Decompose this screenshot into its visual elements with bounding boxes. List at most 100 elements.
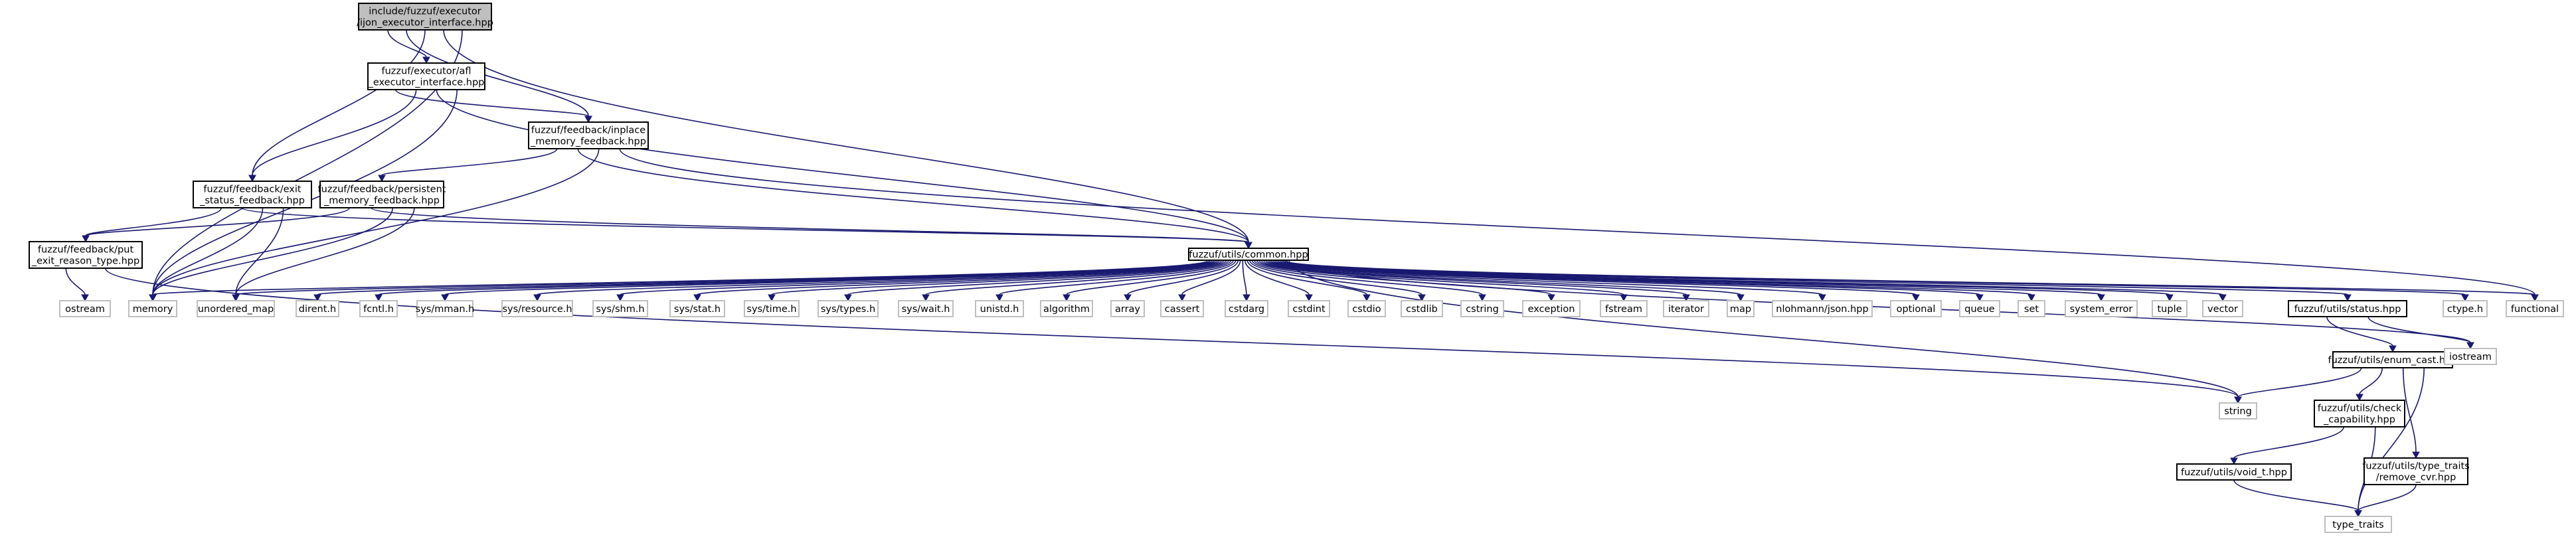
node-inplace[interactable]: fuzzuf/feedback/inplace_memory_feedback.… bbox=[528, 121, 649, 149]
edge-status-to-enum_cast bbox=[2326, 316, 2393, 346]
node-box bbox=[501, 300, 573, 317]
node-label: _executor_interface.hpp bbox=[368, 78, 485, 88]
node-functional: functional bbox=[2506, 300, 2564, 317]
node-box bbox=[359, 300, 398, 317]
node-box bbox=[2443, 300, 2488, 317]
edge-common-to-json bbox=[1262, 260, 1823, 295]
node-box bbox=[744, 300, 800, 317]
node-label: fuzzuf/feedback/persistent bbox=[318, 185, 446, 195]
edge-remove_cvr-to-type_traits bbox=[2358, 484, 2417, 511]
node-memory: memory bbox=[128, 300, 177, 317]
node-label: cstdarg bbox=[1229, 304, 1264, 315]
node-iostream: iostream bbox=[2444, 348, 2497, 365]
node-box bbox=[1110, 300, 1145, 317]
node-check_cap[interactable]: fuzzuf/utils/check_capability.hpp bbox=[2314, 400, 2405, 427]
arrowhead bbox=[82, 235, 90, 243]
node-label: fuzzuf/utils/type_traits bbox=[2362, 461, 2470, 472]
edge-common-to-unordered_map bbox=[235, 260, 1211, 295]
node-box bbox=[817, 300, 879, 317]
edge-inplace-to-functional bbox=[619, 148, 2535, 295]
node-box bbox=[1522, 300, 1581, 317]
node-label: set bbox=[2024, 304, 2039, 315]
node-label: sys/time.h bbox=[746, 304, 796, 315]
node-cassert: cassert bbox=[1160, 300, 1204, 317]
node-mman: sys/mman.h bbox=[416, 300, 475, 317]
node-box bbox=[128, 300, 177, 317]
edge-persistent-to-memory bbox=[152, 207, 394, 295]
node-ctype: ctype.h bbox=[2443, 300, 2488, 317]
node-box bbox=[1890, 300, 1942, 317]
node-void_t[interactable]: fuzzuf/utils/void_t.hpp bbox=[2176, 463, 2292, 481]
edge-enum_cast-to-check_cap bbox=[2359, 367, 2383, 395]
edge-persistent-to-unordered_map bbox=[235, 207, 415, 295]
node-enum_cast[interactable]: fuzzuf/utils/enum_cast.hpp bbox=[2328, 351, 2458, 368]
node-box bbox=[2324, 516, 2392, 533]
arrowhead bbox=[1912, 294, 1920, 302]
arrowhead bbox=[2354, 510, 2362, 518]
edge-persistent-to-put_exit bbox=[85, 207, 350, 236]
nodes-layer: include/fuzzuf/executor/ijon_executor_in… bbox=[29, 3, 2564, 533]
edge-enum_cast-to-type_traits bbox=[2358, 367, 2425, 511]
node-box bbox=[1663, 300, 1709, 317]
node-optional: optional bbox=[1890, 300, 1942, 317]
node-box bbox=[2444, 348, 2497, 365]
node-afl_exec[interactable]: fuzzuf/executor/afl_executor_interface.h… bbox=[367, 62, 485, 90]
node-status[interactable]: fuzzuf/utils/status.hpp bbox=[2288, 300, 2407, 317]
edge-common-to-time bbox=[771, 260, 1227, 295]
node-cstdarg: cstdarg bbox=[1225, 300, 1268, 317]
node-label: nlohmann/json.hpp bbox=[1776, 304, 1868, 315]
arrowhead bbox=[2356, 394, 2363, 402]
node-label: cstdio bbox=[1352, 304, 1381, 315]
node-box bbox=[59, 300, 111, 317]
edge-common-to-set bbox=[1270, 260, 2032, 295]
node-box bbox=[2506, 300, 2564, 317]
node-box bbox=[2202, 300, 2243, 317]
edge-common-to-stat bbox=[697, 260, 1225, 295]
node-label: fuzzuf/utils/void_t.hpp bbox=[2181, 467, 2287, 478]
node-label: memory bbox=[133, 304, 173, 315]
node-box bbox=[1160, 300, 1204, 317]
node-label: iostream bbox=[2449, 352, 2492, 362]
node-common[interactable]: fuzzuf/utils/common.hpp bbox=[1188, 248, 1309, 261]
node-exception: exception bbox=[1522, 300, 1581, 317]
node-exit_status[interactable]: fuzzuf/feedback/exit_status_feedback.hpp bbox=[193, 181, 312, 208]
edge-afl_exec-to-inplace bbox=[395, 89, 589, 117]
node-persistent[interactable]: fuzzuf/feedback/persistent_memory_feedba… bbox=[318, 181, 446, 208]
node-label: cassert bbox=[1165, 304, 1200, 315]
node-label: fuzzuf/utils/common.hpp bbox=[1189, 250, 1308, 260]
node-box bbox=[2176, 463, 2292, 481]
node-box bbox=[1727, 300, 1755, 317]
node-box bbox=[2332, 351, 2453, 368]
edge-common-to-optional bbox=[1265, 260, 1917, 295]
node-cstdio: cstdio bbox=[1347, 300, 1386, 317]
edge-status-to-iostream bbox=[2367, 316, 2471, 343]
node-box bbox=[1959, 300, 2000, 317]
edge-common-to-types bbox=[847, 260, 1230, 295]
node-stat: sys/stat.h bbox=[669, 300, 725, 317]
edge-common-to-wait bbox=[925, 260, 1232, 295]
node-remove_cvr[interactable]: fuzzuf/utils/type_traits/remove_cvr.hpp bbox=[2362, 457, 2470, 485]
edge-common-to-fstream bbox=[1256, 260, 1624, 295]
node-box bbox=[29, 241, 143, 269]
node-put_exit[interactable]: fuzzuf/feedback/put_exit_reason_type.hpp bbox=[29, 241, 143, 269]
node-root[interactable]: include/fuzzuf/executor/ijon_executor_in… bbox=[357, 3, 493, 31]
node-box bbox=[319, 181, 444, 208]
edge-void_t-to-type_traits bbox=[2233, 479, 2359, 511]
node-cstring: cstring bbox=[1460, 300, 1504, 317]
node-label: string bbox=[2224, 406, 2252, 417]
arrowhead bbox=[1305, 294, 1313, 302]
arrowhead bbox=[533, 294, 541, 302]
arrowhead bbox=[232, 294, 240, 302]
node-label: vector bbox=[2207, 304, 2238, 315]
node-array: array bbox=[1110, 300, 1145, 317]
edge-put_exit-to-ostream bbox=[65, 268, 86, 295]
edge-inplace-to-memory bbox=[152, 148, 600, 295]
node-cstdint: cstdint bbox=[1288, 300, 1330, 317]
node-label: fuzzuf/utils/check bbox=[2318, 404, 2402, 414]
arrowhead bbox=[693, 294, 701, 302]
arrowhead bbox=[922, 294, 930, 302]
edge-common-to-fcntl bbox=[378, 260, 1216, 295]
edge-enum_cast-to-string bbox=[2237, 367, 2362, 398]
node-label: sys/mman.h bbox=[416, 304, 475, 315]
